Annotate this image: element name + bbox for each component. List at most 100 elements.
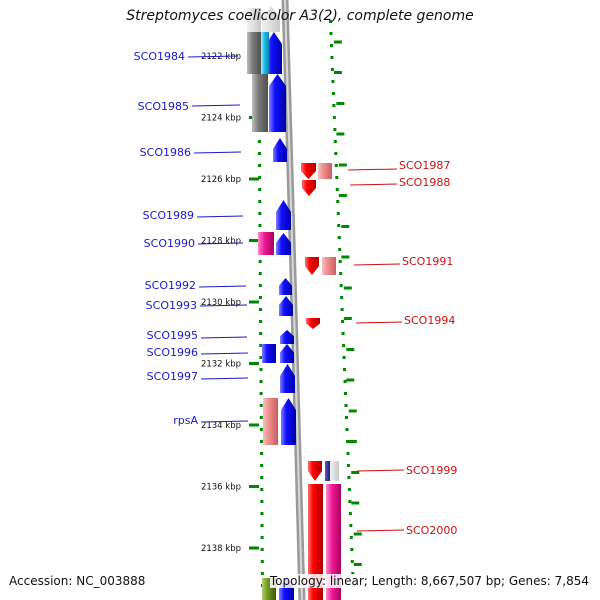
ruler-dot	[346, 464, 350, 467]
ruler-dot	[258, 176, 262, 179]
ruler-dot	[350, 548, 354, 551]
right-ruler-tick	[353, 563, 362, 566]
right-ruler-tick	[351, 501, 360, 505]
ruler-dot	[258, 212, 262, 215]
ruler-dot	[258, 260, 262, 263]
gene-arrow-SCO1989	[276, 200, 291, 230]
gene-label-SCO1992: SCO1992	[145, 279, 196, 292]
ruler-dot	[331, 92, 335, 95]
ruler-dot	[342, 356, 346, 359]
feature-block-cyan	[261, 32, 269, 74]
right-ruler-tick	[341, 225, 350, 228]
right-ruler-tick	[346, 378, 355, 382]
ruler-dot	[350, 560, 354, 563]
ruler-dot	[258, 224, 262, 227]
ruler-tick	[249, 239, 259, 242]
ruler-dot	[342, 344, 346, 347]
gene-arrow-SCO1992	[279, 278, 292, 295]
feature-arrow-top-grey	[262, 6, 280, 32]
gene-label-SCO1994: SCO1994	[404, 314, 455, 327]
leader-line-SCO1987	[347, 168, 398, 171]
ruler-dot	[258, 272, 262, 275]
ruler-dot	[329, 20, 332, 23]
ruler-dot	[329, 44, 333, 47]
leader-line-rpsA	[200, 420, 249, 423]
left-ruler-dots	[257, 20, 264, 587]
ruler-dot	[259, 368, 263, 371]
leader-line-SCO1984	[187, 55, 239, 58]
gene-label-SCO1990: SCO1990	[144, 237, 195, 250]
ruler-dot	[349, 524, 353, 527]
ruler-tick	[249, 546, 259, 550]
accession-label: Accession: NC_003888	[9, 574, 146, 588]
ruler-dot	[257, 152, 261, 155]
ruler-dot	[259, 344, 263, 347]
leader-line-SCO1985	[191, 104, 241, 107]
ruler-dot	[348, 500, 352, 503]
ruler-tick-label: 2138 kbp	[201, 544, 241, 554]
gene-block-SCO1996	[262, 344, 276, 363]
feature-block-SCO1987-pink	[318, 163, 332, 179]
gene-label-SCO1996: SCO1996	[147, 346, 198, 359]
ruler-dot	[335, 188, 339, 191]
leader-line-SCO1986	[193, 151, 242, 154]
ruler-dot	[344, 404, 348, 407]
ruler-tick-label: 2136 kbp	[201, 483, 241, 493]
ruler-dot	[345, 440, 349, 443]
ruler-dot	[332, 116, 336, 119]
leader-line-SCO1995	[200, 336, 248, 339]
ruler-dot	[259, 332, 263, 335]
leader-line-SCO1988	[349, 183, 398, 186]
gene-arrow-SCO1986	[273, 138, 287, 162]
right-ruler-tick	[341, 255, 350, 259]
feature-block-magenta	[258, 232, 274, 255]
ruler-dot	[331, 80, 335, 83]
genome-summary-label: Topology: linear; Length: 8,667,507 bp; …	[269, 574, 589, 588]
ruler-dot	[259, 440, 263, 443]
right-ruler-tick	[336, 102, 345, 105]
ruler-dot	[343, 368, 347, 371]
right-ruler-tick	[338, 163, 347, 167]
right-ruler-dots	[329, 20, 355, 587]
ruler-dot	[260, 560, 264, 563]
leader-line-SCO1990	[197, 242, 244, 245]
ruler-dot	[337, 236, 341, 239]
right-ruler-tick	[348, 409, 357, 413]
ruler-dot	[336, 200, 340, 203]
ruler-dot	[260, 572, 264, 575]
ruler-dot	[348, 512, 352, 515]
right-ruler-tick	[343, 286, 352, 290]
ruler-dot	[258, 200, 262, 203]
ruler-dot	[333, 128, 337, 131]
ruler-dot	[339, 272, 343, 275]
ruler-dot	[341, 332, 345, 335]
ruler-dot	[334, 152, 338, 155]
ruler-dot	[338, 260, 342, 263]
leader-line-SCO1991	[353, 263, 401, 266]
feature-block-SCO1999-grey	[330, 461, 339, 481]
ruler-dot	[349, 536, 353, 539]
right-ruler-tick	[353, 532, 362, 536]
right-ruler-tick	[336, 132, 345, 136]
ruler-dot	[340, 296, 344, 299]
ruler-dot	[334, 164, 338, 167]
ruler-dot	[345, 428, 349, 431]
ruler-dot	[259, 404, 263, 407]
ruler-tick-label: 2128 kbp	[201, 237, 241, 247]
ruler-dot	[260, 488, 264, 491]
ruler-dot	[335, 176, 339, 179]
right-ruler-tick	[343, 317, 352, 320]
right-ruler-tick	[351, 471, 360, 474]
gene-arrow-SCO1999	[308, 461, 322, 481]
ruler-dot	[260, 464, 264, 467]
ruler-dot	[339, 284, 343, 287]
gene-arrow-SCO1994	[306, 318, 320, 329]
gene-arrow-SCO1995	[280, 330, 294, 344]
gene-label-SCO1991: SCO1991	[402, 255, 453, 268]
ruler-dot	[329, 32, 333, 35]
right-ruler-tick	[346, 348, 355, 351]
ruler-dot	[260, 524, 264, 527]
leader-line-SCO1993	[199, 304, 248, 307]
ruler-tick-label: 2132 kbp	[201, 360, 241, 370]
right-ruler-tick	[333, 71, 342, 74]
